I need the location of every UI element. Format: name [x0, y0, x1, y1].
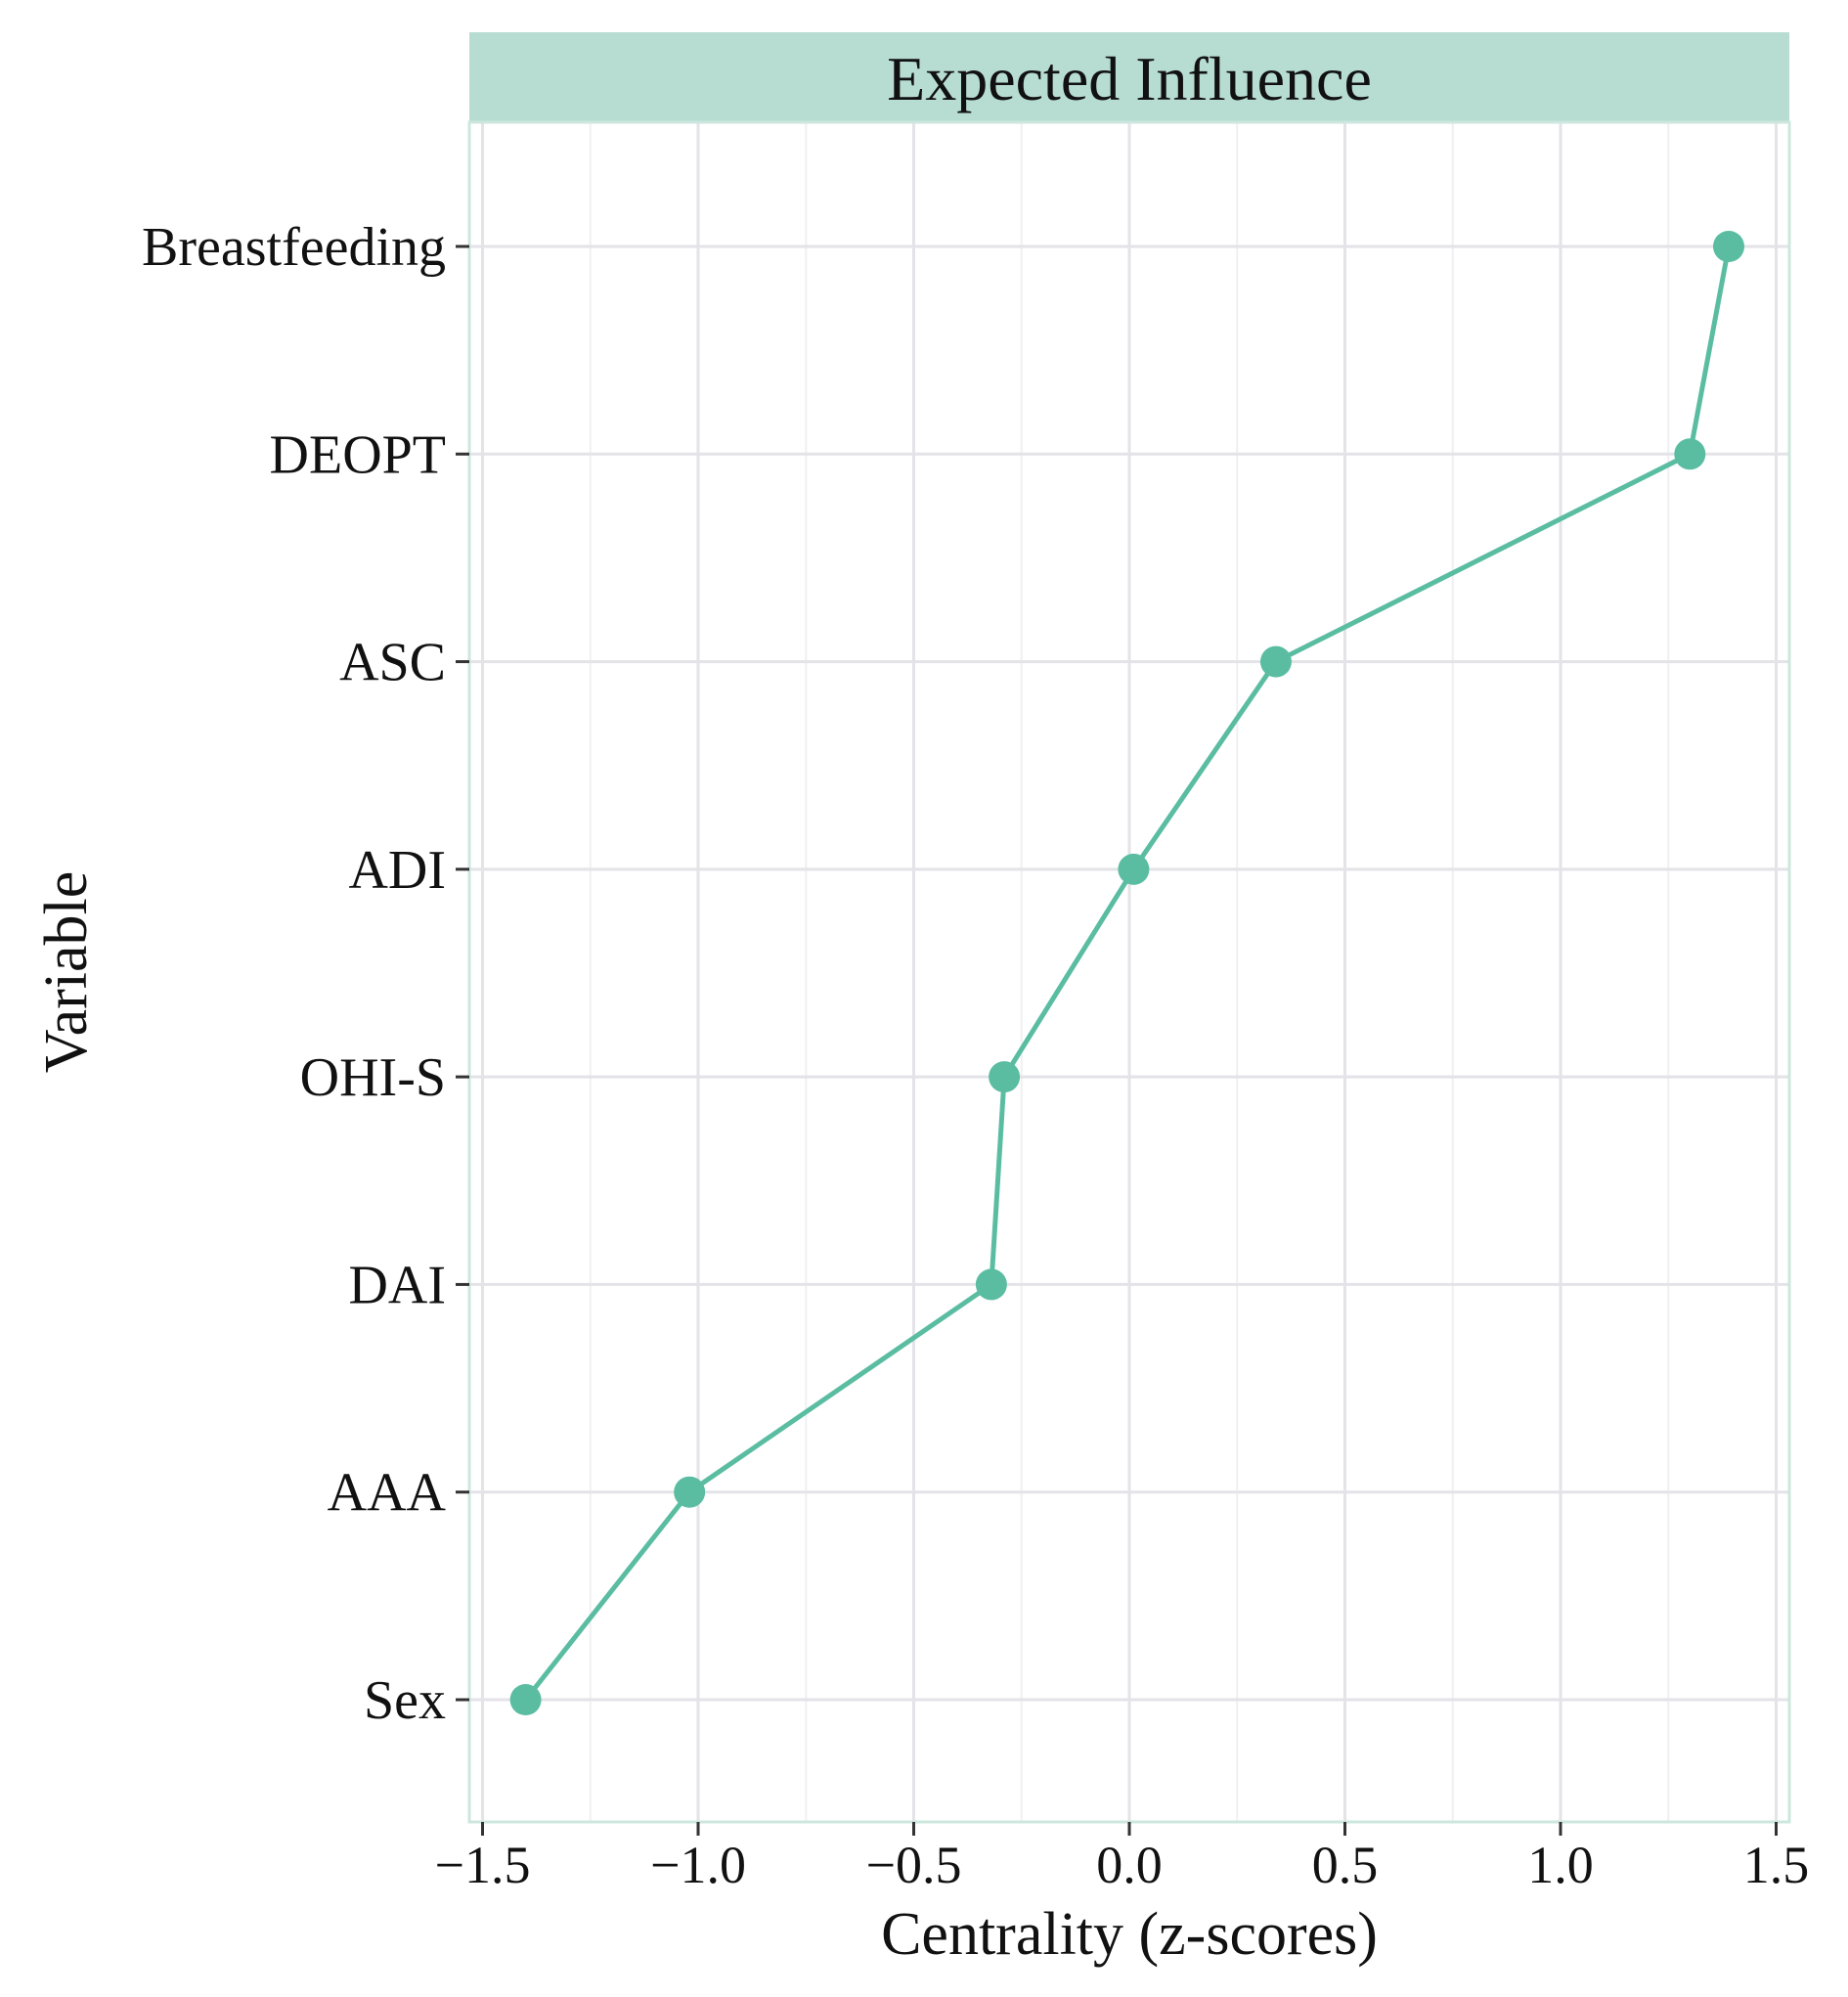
data-point-Breastfeeding: [1712, 231, 1744, 262]
x-tick-label: 1.5: [1743, 1836, 1810, 1894]
data-point-ADI: [1118, 853, 1150, 885]
y-tick-label-DEOPT: DEOPT: [270, 424, 446, 485]
x-tick-label: 0.0: [1096, 1836, 1163, 1894]
facet-strip: [469, 32, 1789, 122]
data-point-DAI: [975, 1268, 1007, 1301]
y-tick-label-DAI: DAI: [348, 1255, 446, 1315]
y-tick-label-Breastfeeding: Breastfeeding: [142, 217, 446, 278]
x-tick-label: −1.5: [435, 1836, 531, 1894]
x-tick-label: −1.0: [650, 1836, 746, 1894]
data-point-AAA: [674, 1476, 706, 1508]
data-point-DEOPT: [1674, 438, 1706, 470]
x-tick-label: 1.0: [1527, 1836, 1594, 1894]
y-tick-label-AAA: AAA: [328, 1463, 447, 1524]
plot-panel: −1.5 −1.0 −0.5 0.0 0.5 1.0 1.5 Breastfeeding DEO…: [142, 120, 1810, 1894]
y-axis-title: Variable: [33, 871, 100, 1074]
data-point-ASC: [1259, 645, 1292, 678]
x-tick-label: 0.5: [1312, 1836, 1379, 1894]
series-line: [523, 244, 1732, 1703]
x-tick-label: −0.5: [866, 1836, 962, 1894]
y-tick-label-ASC: ASC: [339, 633, 446, 693]
data-point-OHI-S: [989, 1061, 1021, 1093]
y-tick-label-ADI: ADI: [348, 840, 446, 901]
data-point-Sex: [509, 1684, 542, 1715]
facet-strip-title: Expected Influence: [887, 44, 1372, 113]
x-axis-title: Centrality (z-scores): [881, 1901, 1378, 1968]
y-tick-label-OHI-S: OHI-S: [300, 1047, 446, 1108]
y-tick-label-Sex: Sex: [364, 1670, 446, 1731]
